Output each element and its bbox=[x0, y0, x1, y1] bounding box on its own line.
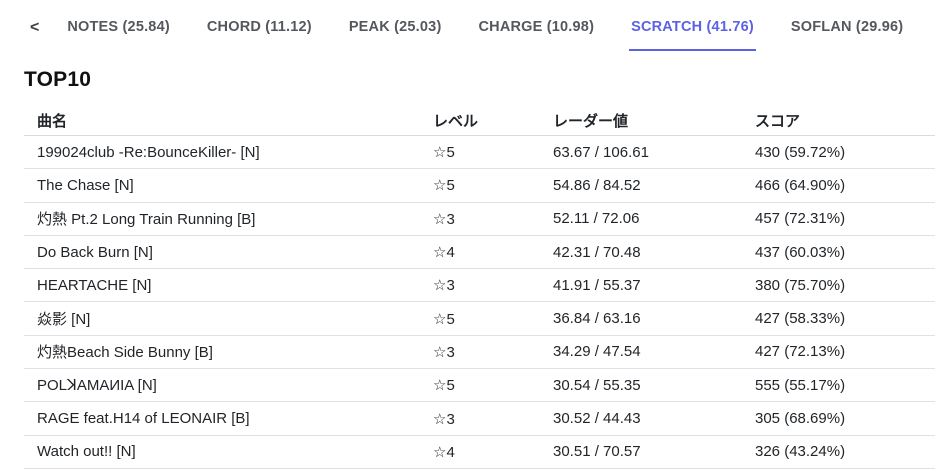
category-tabbar: < NOTES (25.84) CHORD (11.12) PEAK (25.03)… bbox=[0, 0, 951, 51]
tab-notes[interactable]: NOTES (25.84) bbox=[67, 19, 170, 35]
radar-value-cell: 42.31 / 70.48 bbox=[553, 243, 641, 261]
table-header-row: 曲名 レベル レーダー値 スコア bbox=[24, 105, 935, 136]
table-row: 灼熱 Pt.2 Long Train Running [B] ☆3 52.11 / … bbox=[24, 203, 935, 236]
table-body: 199024club -Re:BounceKiller- [N] ☆5 63.67 … bbox=[24, 136, 935, 469]
song-title-cell: Watch out!! [N] bbox=[37, 443, 136, 461]
score-cell: 555 (55.17%) bbox=[755, 376, 846, 394]
table-row: RAGE feat.H14 of LEONAIR [B] ☆3 30.52 / 44… bbox=[24, 402, 935, 436]
tab-charge[interactable]: CHARGE (10.98) bbox=[478, 19, 595, 35]
table-row: Do Back Burn [N] ☆4 42.31 / 70.48 437 (60.0… bbox=[24, 236, 935, 270]
radar-value-cell: 30.52 / 44.43 bbox=[553, 410, 641, 428]
radar-value-cell: 52.11 / 72.06 bbox=[553, 210, 640, 228]
level-cell: ☆4 bbox=[433, 244, 455, 262]
score-cell: 466 (64.90%) bbox=[755, 176, 846, 194]
level-cell: ☆3 bbox=[433, 410, 455, 428]
radar-value-cell: 30.51 / 70.57 bbox=[553, 443, 641, 461]
tab-list: NOTES (25.84) CHORD (11.12) PEAK (25.03) CH… bbox=[65, 19, 905, 51]
table-row: POLꓘAMAИIA [N] ☆5 30.54 / 55.35 555 (55.17%… bbox=[24, 369, 935, 403]
song-title-cell: HEARTACHE [N] bbox=[37, 276, 152, 294]
tab-peak[interactable]: PEAK (25.03) bbox=[348, 19, 442, 35]
song-title-cell: POLꓘAMAИIA [N] bbox=[37, 377, 157, 395]
level-cell: ☆5 bbox=[433, 310, 455, 328]
level-cell: ☆3 bbox=[433, 277, 455, 295]
tab-soflan[interactable]: SOFLAN (29.96) bbox=[790, 19, 904, 35]
column-header: レベル bbox=[433, 112, 479, 130]
page-title: TOP10 bbox=[24, 68, 92, 91]
song-title-cell: RAGE feat.H14 of LEONAIR [B] bbox=[37, 410, 250, 428]
level-cell: ☆4 bbox=[433, 443, 455, 461]
column-header: レーダー値 bbox=[553, 112, 629, 130]
tab-scratch[interactable]: SCRATCH (41.76) bbox=[629, 19, 756, 51]
level-cell: ☆5 bbox=[433, 144, 455, 162]
score-cell: 427 (72.13%) bbox=[755, 343, 846, 361]
radar-value-cell: 54.86 / 84.52 bbox=[553, 176, 641, 194]
level-cell: ☆3 bbox=[433, 343, 455, 361]
table-row: Watch out!! [N] ☆4 30.51 / 70.57 326 (43.24… bbox=[24, 436, 935, 469]
score-cell: 380 (75.70%) bbox=[755, 276, 846, 294]
score-cell: 457 (72.31%) bbox=[755, 210, 846, 228]
radar-value-cell: 41.91 / 55.37 bbox=[553, 276, 641, 294]
score-cell: 430 (59.72%) bbox=[755, 143, 846, 161]
tabs-scroll-left-icon[interactable]: < bbox=[26, 20, 43, 36]
score-cell: 326 (43.24%) bbox=[755, 443, 846, 461]
radar-value-cell: 36.84 / 63.16 bbox=[553, 310, 641, 328]
tab-chord[interactable]: CHORD (11.12) bbox=[206, 19, 312, 35]
column-header: スコア bbox=[755, 112, 801, 130]
score-cell: 437 (60.03%) bbox=[755, 243, 846, 261]
radar-value-cell: 34.29 / 47.54 bbox=[553, 343, 641, 361]
column-header: 曲名 bbox=[37, 112, 68, 130]
radar-value-cell: 63.67 / 106.61 bbox=[553, 143, 649, 161]
song-title-cell: 灼熱Beach Side Bunny [B] bbox=[37, 344, 213, 362]
song-title-cell: 199024club -Re:BounceKiller- [N] bbox=[37, 143, 260, 161]
radar-value-cell: 30.54 / 55.35 bbox=[553, 376, 641, 394]
level-cell: ☆3 bbox=[433, 210, 455, 228]
level-cell: ☆5 bbox=[433, 377, 455, 395]
table-row: The Chase [N] ☆5 54.86 / 84.52 466 (64.90%) bbox=[24, 169, 935, 203]
song-title-cell: 灼熱 Pt.2 Long Train Running [B] bbox=[37, 211, 256, 229]
song-title-cell: The Chase [N] bbox=[37, 176, 134, 194]
level-cell: ☆5 bbox=[433, 177, 455, 195]
score-cell: 427 (58.33%) bbox=[755, 310, 846, 328]
song-title-cell: 焱影 [N] bbox=[37, 311, 91, 329]
table-row: 焱影 [N] ☆5 36.84 / 63.16 427 (58.33%) bbox=[24, 302, 935, 336]
table-row: 199024club -Re:BounceKiller- [N] ☆5 63.67 … bbox=[24, 136, 935, 170]
score-cell: 305 (68.69%) bbox=[755, 410, 846, 428]
table-row: HEARTACHE [N] ☆3 41.91 / 55.37 380 (75.70%) bbox=[24, 269, 935, 303]
top10-table: 曲名 レベル レーダー値 スコア 199024club -Re:BounceKille… bbox=[24, 105, 935, 469]
song-title-cell: Do Back Burn [N] bbox=[37, 243, 153, 261]
table-row: 灼熱Beach Side Bunny [B] ☆3 34.29 / 47.54 427… bbox=[24, 336, 935, 370]
